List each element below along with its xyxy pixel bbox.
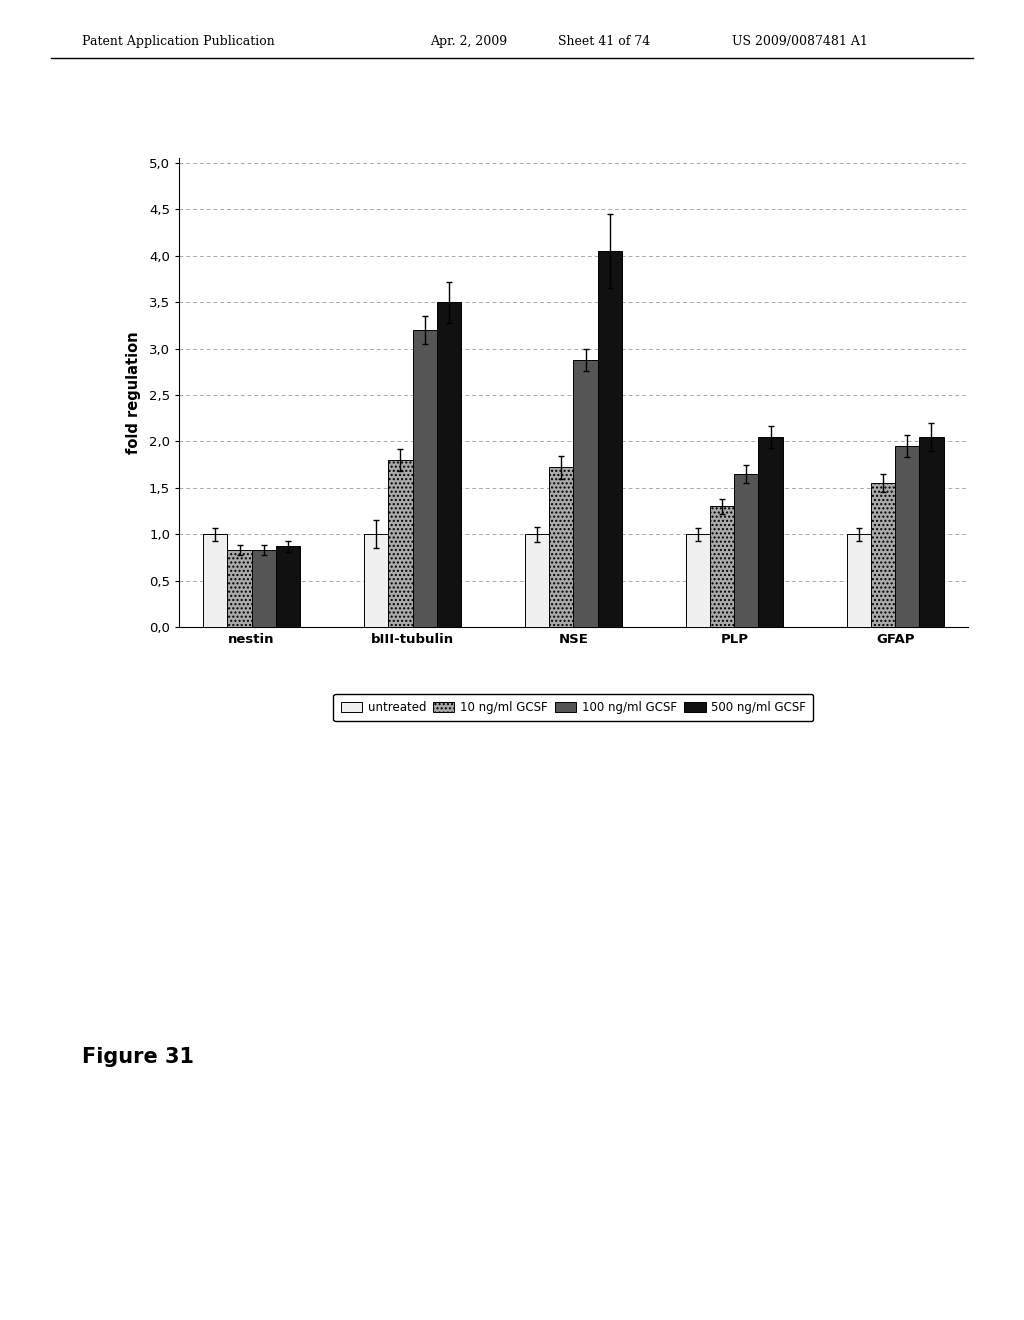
Bar — [734, 474, 759, 627]
Bar — [549, 467, 573, 627]
Text: Apr. 2, 2009: Apr. 2, 2009 — [430, 34, 507, 48]
Text: Patent Application Publication: Patent Application Publication — [82, 34, 274, 48]
Bar — [711, 507, 734, 627]
Text: US 2009/0087481 A1: US 2009/0087481 A1 — [732, 34, 868, 48]
Bar — [525, 535, 549, 627]
Bar — [871, 483, 895, 627]
Bar — [252, 550, 275, 627]
Bar — [413, 330, 436, 627]
Bar — [365, 535, 388, 627]
Legend: untreated, 10 ng/ml GCSF, 100 ng/ml GCSF, 500 ng/ml GCSF: untreated, 10 ng/ml GCSF, 100 ng/ml GCSF… — [334, 694, 813, 721]
Bar — [573, 360, 598, 627]
Bar — [436, 302, 461, 627]
Bar — [227, 550, 252, 627]
Y-axis label: fold regulation: fold regulation — [126, 331, 140, 454]
Bar — [920, 437, 943, 627]
Text: Figure 31: Figure 31 — [82, 1047, 194, 1067]
Bar — [686, 535, 711, 627]
Bar — [847, 535, 871, 627]
Bar — [598, 251, 622, 627]
Text: Sheet 41 of 74: Sheet 41 of 74 — [558, 34, 650, 48]
Bar — [275, 546, 300, 627]
Bar — [204, 535, 227, 627]
Bar — [388, 459, 413, 627]
Bar — [759, 437, 782, 627]
Bar — [895, 446, 920, 627]
